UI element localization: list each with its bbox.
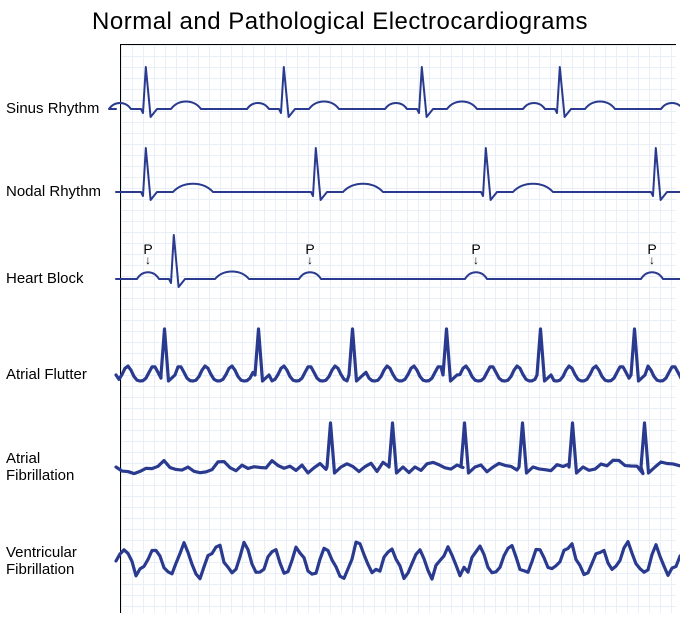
p-wave-annotation: P↓: [303, 241, 317, 264]
p-wave-annotation: P↓: [469, 241, 483, 264]
ecg-path-vfib: [116, 537, 680, 579]
row-label-nodal: Nodal Rhythm: [6, 183, 118, 200]
ecg-trace-vfib: [121, 45, 677, 614]
row-label-aflutter: Atrial Flutter: [6, 366, 118, 383]
down-arrow-icon: ↓: [303, 257, 317, 264]
page-title: Normal and Pathological Electrocardiogra…: [0, 8, 680, 36]
down-arrow-icon: ↓: [645, 257, 659, 264]
row-label-afib: AtrialFibrillation: [6, 450, 118, 485]
ecg-chart-area: P↓ P↓ P↓ P↓: [120, 44, 676, 613]
p-wave-annotation: P↓: [141, 241, 155, 264]
row-label-vfib: VentricularFibrillation: [6, 544, 118, 579]
p-wave-annotation: P↓: [645, 241, 659, 264]
down-arrow-icon: ↓: [469, 257, 483, 264]
down-arrow-icon: ↓: [141, 257, 155, 264]
row-label-heartblock: Heart Block: [6, 270, 118, 287]
row-label-sinus: Sinus Rhythm: [6, 100, 118, 117]
